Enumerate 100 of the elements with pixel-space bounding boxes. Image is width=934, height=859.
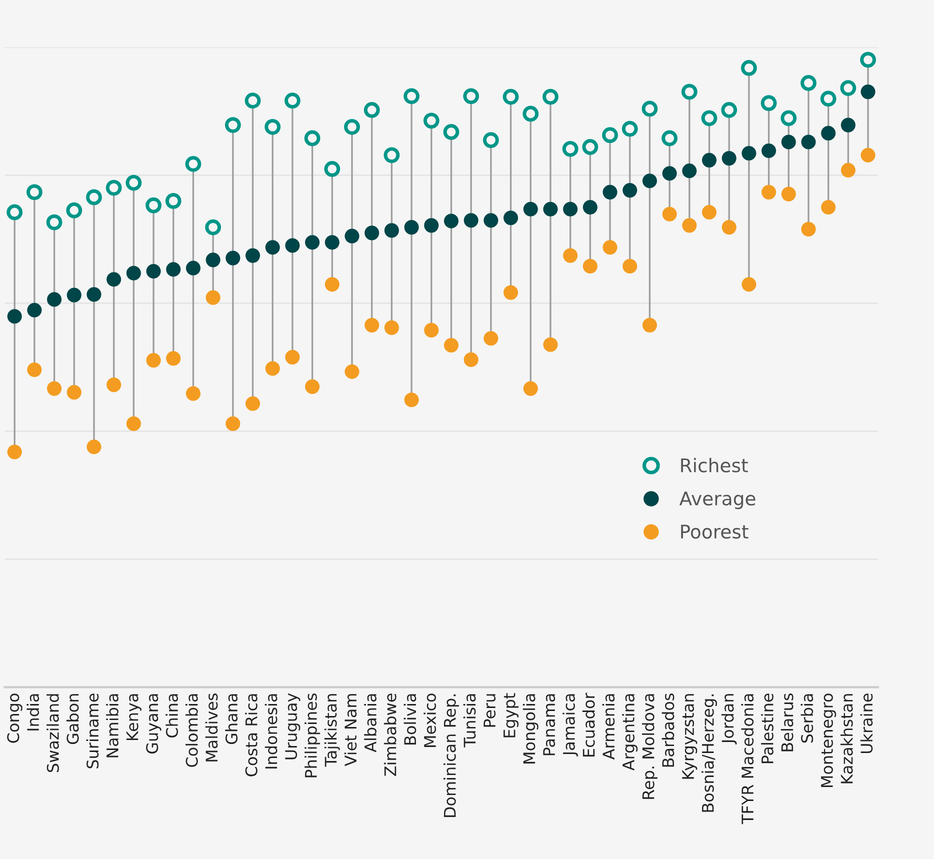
x-tick-label: Swaziland [46,694,59,772]
point [186,386,201,401]
point [821,200,836,215]
point [801,134,816,150]
point [7,444,22,460]
point [265,240,280,255]
x-tick-label: Indonesia [264,694,278,768]
x-tick-label: China [166,694,178,738]
x-tick-label: Mexico [424,694,436,747]
point [66,202,82,218]
point [344,228,360,244]
x-tick-label: Ecuador [582,692,595,756]
x-tick-label: Gabon [66,694,79,744]
point [801,222,816,236]
point [245,396,260,411]
point [244,92,261,109]
point [86,440,102,454]
point [721,102,738,118]
point [602,127,618,144]
x-tick-label: Armenia [602,694,615,760]
point [146,197,162,214]
point [582,139,598,155]
x-tick-label: Albania [364,694,376,752]
point [602,240,618,255]
point [46,214,62,230]
point [523,381,538,396]
point [464,352,478,367]
x-tick-label: Zimbabwe [384,694,396,776]
point [662,206,677,222]
point [484,331,498,346]
point [582,200,598,215]
x-tick-label: Ukraine [860,694,873,754]
point [781,134,796,150]
point [762,143,776,158]
x-tick-label: Kazakhstan [840,694,853,784]
point [226,250,240,266]
point [502,88,519,105]
point [285,350,300,364]
x-tick-label: Dominican Rep. [444,694,459,818]
point [66,385,82,400]
x-tick-label: Colombia [185,694,198,767]
point [642,100,658,117]
point [344,364,360,379]
point [484,213,498,228]
point [701,110,718,126]
point [185,156,202,172]
point [702,152,717,168]
point [504,285,518,300]
point [542,88,558,105]
x-tick-label: Viet Nam [344,694,357,766]
point [47,381,62,396]
x-tick-label: Egypt [504,693,519,738]
point [702,204,717,220]
point [840,80,856,96]
x-tick-label: Suriname [86,694,99,768]
point [364,102,380,118]
point [563,248,578,263]
point [543,337,558,352]
x-tick-label: Bolivia [404,694,416,744]
point [622,183,638,198]
point [126,266,141,280]
point [126,416,141,431]
point [423,112,440,129]
legend-label: Richest [681,458,748,472]
point [622,120,638,137]
point [781,186,796,202]
x-tick-label: Uruguay [285,693,300,760]
point [27,302,42,318]
point [324,277,340,292]
point [165,193,182,209]
x-tick-label: Maldives [205,694,218,762]
legend-label: Poorest [681,524,748,539]
point [780,110,797,126]
point [146,353,161,368]
point [662,166,677,181]
point [106,378,122,392]
point [622,258,638,274]
point [741,60,757,76]
point [860,52,876,68]
point [344,118,360,135]
x-tick-label: India [26,694,40,730]
x-tick-label: Kyrgyzstan [682,694,698,779]
point [86,189,102,206]
point [443,124,460,140]
x-tick-label: Philippines [304,694,320,778]
point [722,220,736,235]
x-tick-label: Montenegro [821,694,836,788]
x-tick-label: Costa Rica [245,694,258,776]
point [682,164,697,178]
point [404,220,419,235]
point [284,92,300,109]
point [206,290,220,305]
point [206,252,220,268]
point [602,184,618,200]
point [444,214,459,228]
point [562,140,578,157]
point [245,248,260,263]
point [523,202,538,216]
point [860,84,876,100]
point [364,318,380,332]
